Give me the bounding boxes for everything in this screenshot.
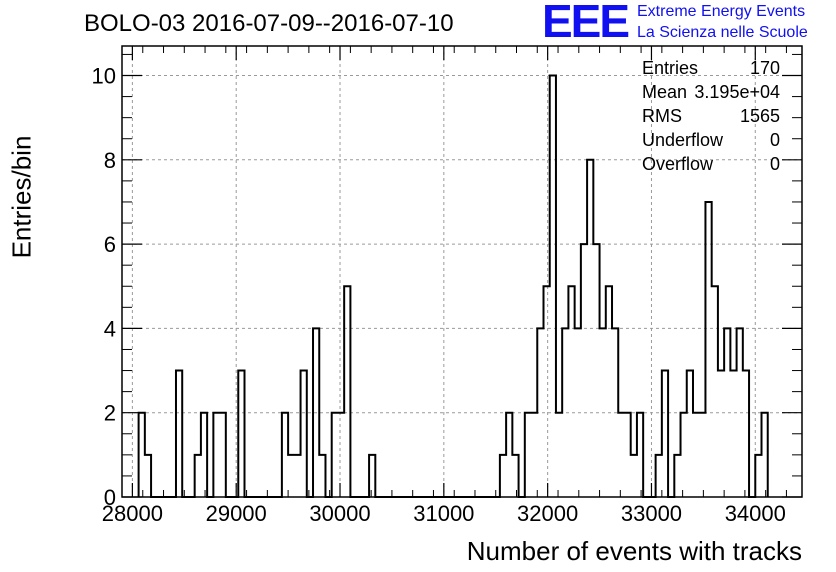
stat-row-underflow: Underflow 0 xyxy=(640,130,780,154)
logo-line-1: Extreme Energy Events xyxy=(637,3,806,20)
y-tick-label: 6 xyxy=(104,232,116,257)
stat-name: Mean xyxy=(642,82,688,102)
grid-lines xyxy=(122,46,802,497)
stat-value: 0 xyxy=(769,154,780,174)
x-tick-label: 34000 xyxy=(725,501,786,526)
x-tick-label: 32000 xyxy=(517,501,578,526)
y-tick-label: 8 xyxy=(104,148,116,173)
stat-row-overflow: Overflow 0 xyxy=(640,154,780,178)
x-tick-label: 29000 xyxy=(206,501,267,526)
x-tick-labels: 28000 29000 30000 31000 32000 33000 34000 xyxy=(102,501,786,526)
y-axis-label-box: Entries/bin xyxy=(6,136,38,259)
histogram-line xyxy=(137,74,769,498)
stat-value: 3.195e+04 xyxy=(694,82,780,102)
stat-name: Underflow xyxy=(642,130,724,150)
stats-box: Entries 170 Mean 3.195e+04 RMS 1565 Unde… xyxy=(640,58,780,178)
logo-mark: EEE xyxy=(542,0,630,47)
stat-name: Entries xyxy=(642,58,699,78)
stat-row-rms: RMS 1565 xyxy=(640,106,780,130)
y-tick-labels: 0 2 4 6 8 10 xyxy=(92,64,116,510)
stat-value: 170 xyxy=(749,58,780,78)
x-tick-label: 31000 xyxy=(413,501,474,526)
y-axis-label: Entries/bin xyxy=(6,135,37,259)
y-tick-label: 10 xyxy=(92,64,116,89)
chart-title: BOLO-03 2016-07-09--2016-07-10 xyxy=(84,10,454,37)
logo-line-2: La Scienza nelle Scuole xyxy=(637,24,808,41)
stat-row-entries: Entries 170 xyxy=(640,58,780,82)
plot-frame xyxy=(121,45,803,498)
y-tick-label: 2 xyxy=(104,401,116,426)
x-tick-label: 30000 xyxy=(309,501,370,526)
x-tick-label: 33000 xyxy=(621,501,682,526)
stat-row-mean: Mean 3.195e+04 xyxy=(640,82,780,106)
y-tick-label: 4 xyxy=(104,316,116,341)
axis-ticks xyxy=(121,46,802,498)
eee-logo: EEE Extreme Energy Events La Scienza nel… xyxy=(542,0,836,46)
stat-value: 1565 xyxy=(739,106,780,126)
stat-name: Overflow xyxy=(642,154,714,174)
x-tick-label: 28000 xyxy=(102,501,163,526)
stat-value: 0 xyxy=(769,130,780,150)
y-tick-label: 0 xyxy=(104,485,116,510)
x-axis-label: Number of events with tracks xyxy=(466,536,802,566)
stat-name: RMS xyxy=(642,106,682,126)
